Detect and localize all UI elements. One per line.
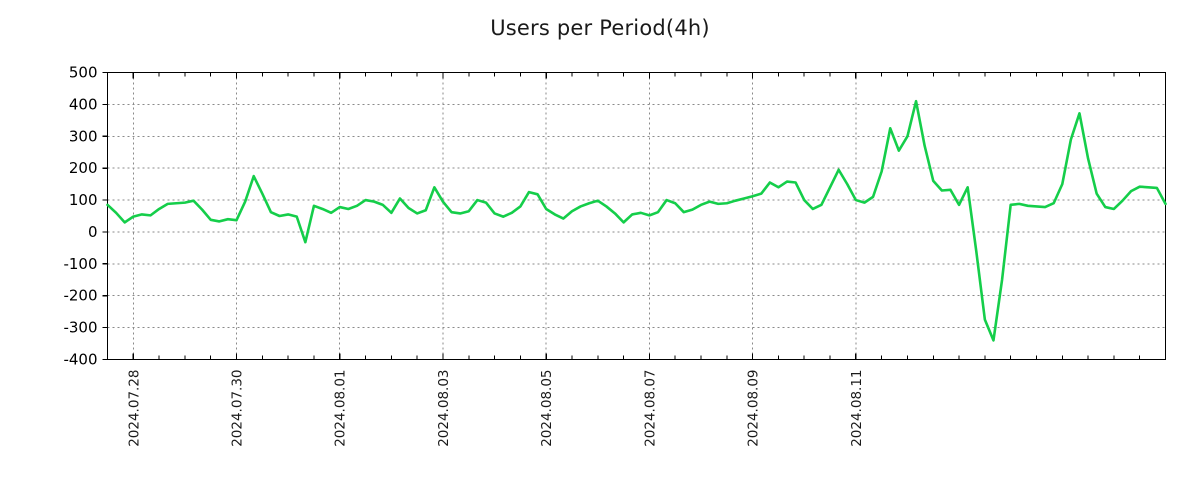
x-minor-tickmarks bbox=[107, 72, 1166, 360]
data-series-line bbox=[106, 99, 1167, 342]
x-tick-label: 2024.08.11 bbox=[849, 370, 865, 447]
y-tick-label: -400 bbox=[63, 351, 97, 369]
x-tick-label: 2024.07.30 bbox=[230, 370, 246, 447]
x-tick-label: 2024.08.01 bbox=[333, 370, 349, 447]
y-tick-label: -300 bbox=[63, 319, 97, 337]
x-axis-tick-labels: 2024.07.28 2024.07.30 2024.08.01 2024.08.03… bbox=[126, 370, 865, 447]
x-tick-label: 2024.08.07 bbox=[642, 370, 658, 447]
y-tick-label: 500 bbox=[69, 64, 98, 82]
y-tick-label: 400 bbox=[69, 95, 98, 113]
y-tick-label: 300 bbox=[69, 127, 98, 145]
y-axis-tick-labels: 500 400 300 200 100 0 -100 -200 -300 -400 bbox=[63, 64, 97, 369]
chart-title: Users per Period(4h) bbox=[490, 16, 710, 40]
x-tick-label: 2024.08.09 bbox=[746, 370, 762, 447]
y-tickmarks bbox=[102, 71, 108, 361]
y-tick-label: -100 bbox=[63, 255, 97, 273]
x-gridlines bbox=[132, 72, 857, 360]
y-tick-label: -200 bbox=[63, 287, 97, 305]
y-tick-label: 100 bbox=[69, 191, 98, 209]
y-tick-label: 0 bbox=[88, 223, 98, 241]
x-tick-label: 2024.08.05 bbox=[539, 370, 555, 447]
x-tick-label: 2024.07.28 bbox=[126, 370, 142, 447]
y-tick-label: 200 bbox=[69, 159, 98, 177]
plot-frame bbox=[106, 71, 1167, 361]
x-tick-label: 2024.08.03 bbox=[436, 370, 452, 447]
